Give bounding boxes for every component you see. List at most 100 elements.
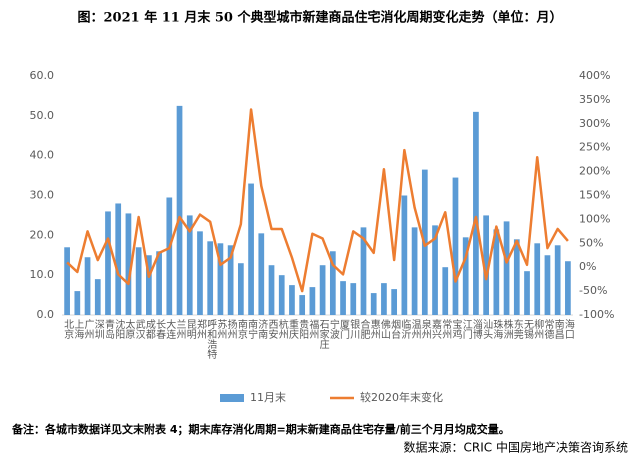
bar bbox=[432, 225, 438, 315]
bar bbox=[391, 289, 398, 315]
x-tick-label: 呼和浩特 bbox=[205, 319, 217, 359]
y-tick-label: 50.0 bbox=[30, 109, 55, 122]
bar bbox=[207, 241, 214, 315]
legend-swatch bbox=[220, 394, 244, 402]
x-tick-label: 石家庄 bbox=[317, 319, 329, 350]
x-tick-label: 海口 bbox=[562, 318, 574, 339]
x-tick-label: 太原 bbox=[123, 318, 135, 339]
bar bbox=[299, 295, 306, 315]
x-tick-label: 常州 bbox=[440, 318, 452, 339]
bar bbox=[524, 271, 530, 315]
x-tick-label: 重庆 bbox=[286, 318, 298, 340]
bar bbox=[370, 293, 377, 315]
legend-label: 11月末 bbox=[250, 390, 286, 404]
chart-title: 图：2021 年 11 月末 50 个典型城市新建商品住宅消化周期变化走势（单位… bbox=[78, 10, 563, 26]
y-tick-label: 40.0 bbox=[30, 149, 55, 162]
bar bbox=[452, 177, 459, 315]
x-tick-label: 西安 bbox=[266, 319, 278, 340]
bar bbox=[146, 255, 152, 315]
bar bbox=[237, 263, 244, 315]
x-tick-label: 烟台 bbox=[389, 318, 401, 340]
x-tick-label: 淄博 bbox=[470, 319, 482, 340]
bar bbox=[227, 245, 234, 315]
y2-tick-label: -100% bbox=[579, 308, 614, 321]
y2-tick-label: 150% bbox=[579, 189, 610, 202]
x-tick-label: 成都 bbox=[143, 319, 155, 340]
y2-tick-label: 100% bbox=[579, 212, 610, 225]
bar bbox=[381, 283, 387, 315]
x-tick-label: 汕头 bbox=[481, 319, 493, 340]
bar bbox=[197, 231, 203, 315]
bar bbox=[278, 275, 285, 315]
x-tick-label: 长春 bbox=[154, 319, 166, 340]
bar bbox=[105, 211, 111, 315]
x-tick-label: 兰州 bbox=[174, 318, 186, 339]
bar bbox=[125, 213, 132, 315]
x-tick-label: 福州 bbox=[307, 318, 319, 339]
bar bbox=[166, 197, 173, 315]
bar bbox=[483, 215, 489, 315]
bar bbox=[411, 227, 418, 315]
y2-tick-label: 300% bbox=[579, 117, 610, 130]
x-tick-label: 昆明 bbox=[184, 319, 196, 340]
bar bbox=[84, 257, 91, 315]
y2-tick-label: 250% bbox=[579, 141, 610, 154]
x-tick-label: 郑州 bbox=[194, 318, 206, 339]
bar bbox=[309, 287, 316, 315]
x-tick-label: 北京 bbox=[62, 319, 74, 340]
bar bbox=[534, 243, 541, 315]
bar bbox=[442, 267, 449, 315]
x-tick-label: 厦门 bbox=[338, 319, 350, 340]
y2-tick-label: 0% bbox=[579, 260, 596, 273]
bar bbox=[258, 233, 265, 315]
x-tick-label: 江门 bbox=[460, 319, 472, 340]
y-tick-label: 10.0 bbox=[30, 268, 55, 281]
bar bbox=[350, 283, 357, 315]
bar bbox=[176, 105, 183, 315]
y-tick-label: 60.0 bbox=[30, 69, 55, 82]
x-tick-label: 贵阳 bbox=[297, 318, 309, 339]
x-tick-label: 深圳 bbox=[92, 319, 104, 339]
bar bbox=[473, 111, 479, 315]
y2-tick-label: 200% bbox=[579, 165, 610, 178]
bar bbox=[248, 183, 254, 315]
x-tick-label: 青岛 bbox=[102, 318, 114, 340]
x-tick-label: 东莞 bbox=[511, 318, 523, 340]
bar bbox=[64, 247, 70, 315]
bar bbox=[401, 195, 408, 315]
x-tick-label: 温州 bbox=[409, 319, 421, 339]
y-tick-label: 30.0 bbox=[30, 189, 55, 202]
x-tick-label: 佛山 bbox=[378, 318, 390, 339]
x-tick-label: 惠州 bbox=[368, 318, 380, 339]
x-tick-label: 沈阳 bbox=[113, 318, 125, 339]
x-tick-label: 广州 bbox=[82, 319, 94, 339]
bar bbox=[554, 245, 561, 315]
x-tick-label: 无锡 bbox=[522, 319, 534, 340]
bar bbox=[186, 215, 193, 315]
y2-tick-label: 400% bbox=[579, 69, 610, 82]
bar bbox=[156, 251, 162, 315]
x-tick-label: 扬州 bbox=[225, 318, 237, 339]
x-tick-label: 武汉 bbox=[133, 318, 145, 340]
x-tick-label: 柳州 bbox=[532, 318, 544, 339]
x-tick-label: 珠海 bbox=[491, 318, 503, 340]
bar bbox=[289, 285, 295, 315]
x-tick-label: 银川 bbox=[348, 318, 360, 339]
bar bbox=[340, 281, 346, 315]
x-tick-label: 济南 bbox=[256, 318, 268, 339]
x-tick-label: 上海 bbox=[72, 319, 84, 340]
y-tick-label: 20.0 bbox=[30, 228, 55, 241]
x-tick-label: 南京 bbox=[235, 318, 247, 340]
bar bbox=[462, 237, 469, 315]
y2-tick-label: 50% bbox=[579, 236, 603, 249]
bar bbox=[493, 229, 500, 315]
bar bbox=[513, 239, 520, 315]
x-tick-label: 常德 bbox=[542, 318, 554, 340]
y-tick-label: 0.0 bbox=[37, 308, 55, 321]
bar bbox=[135, 247, 142, 315]
source: 数据来源：CRIC 中国房地产决策咨询系统 bbox=[404, 440, 628, 455]
x-tick-label: 宝鸡 bbox=[450, 318, 462, 340]
x-tick-label: 泉州 bbox=[419, 318, 431, 339]
x-tick-label: 苏州 bbox=[215, 318, 227, 339]
